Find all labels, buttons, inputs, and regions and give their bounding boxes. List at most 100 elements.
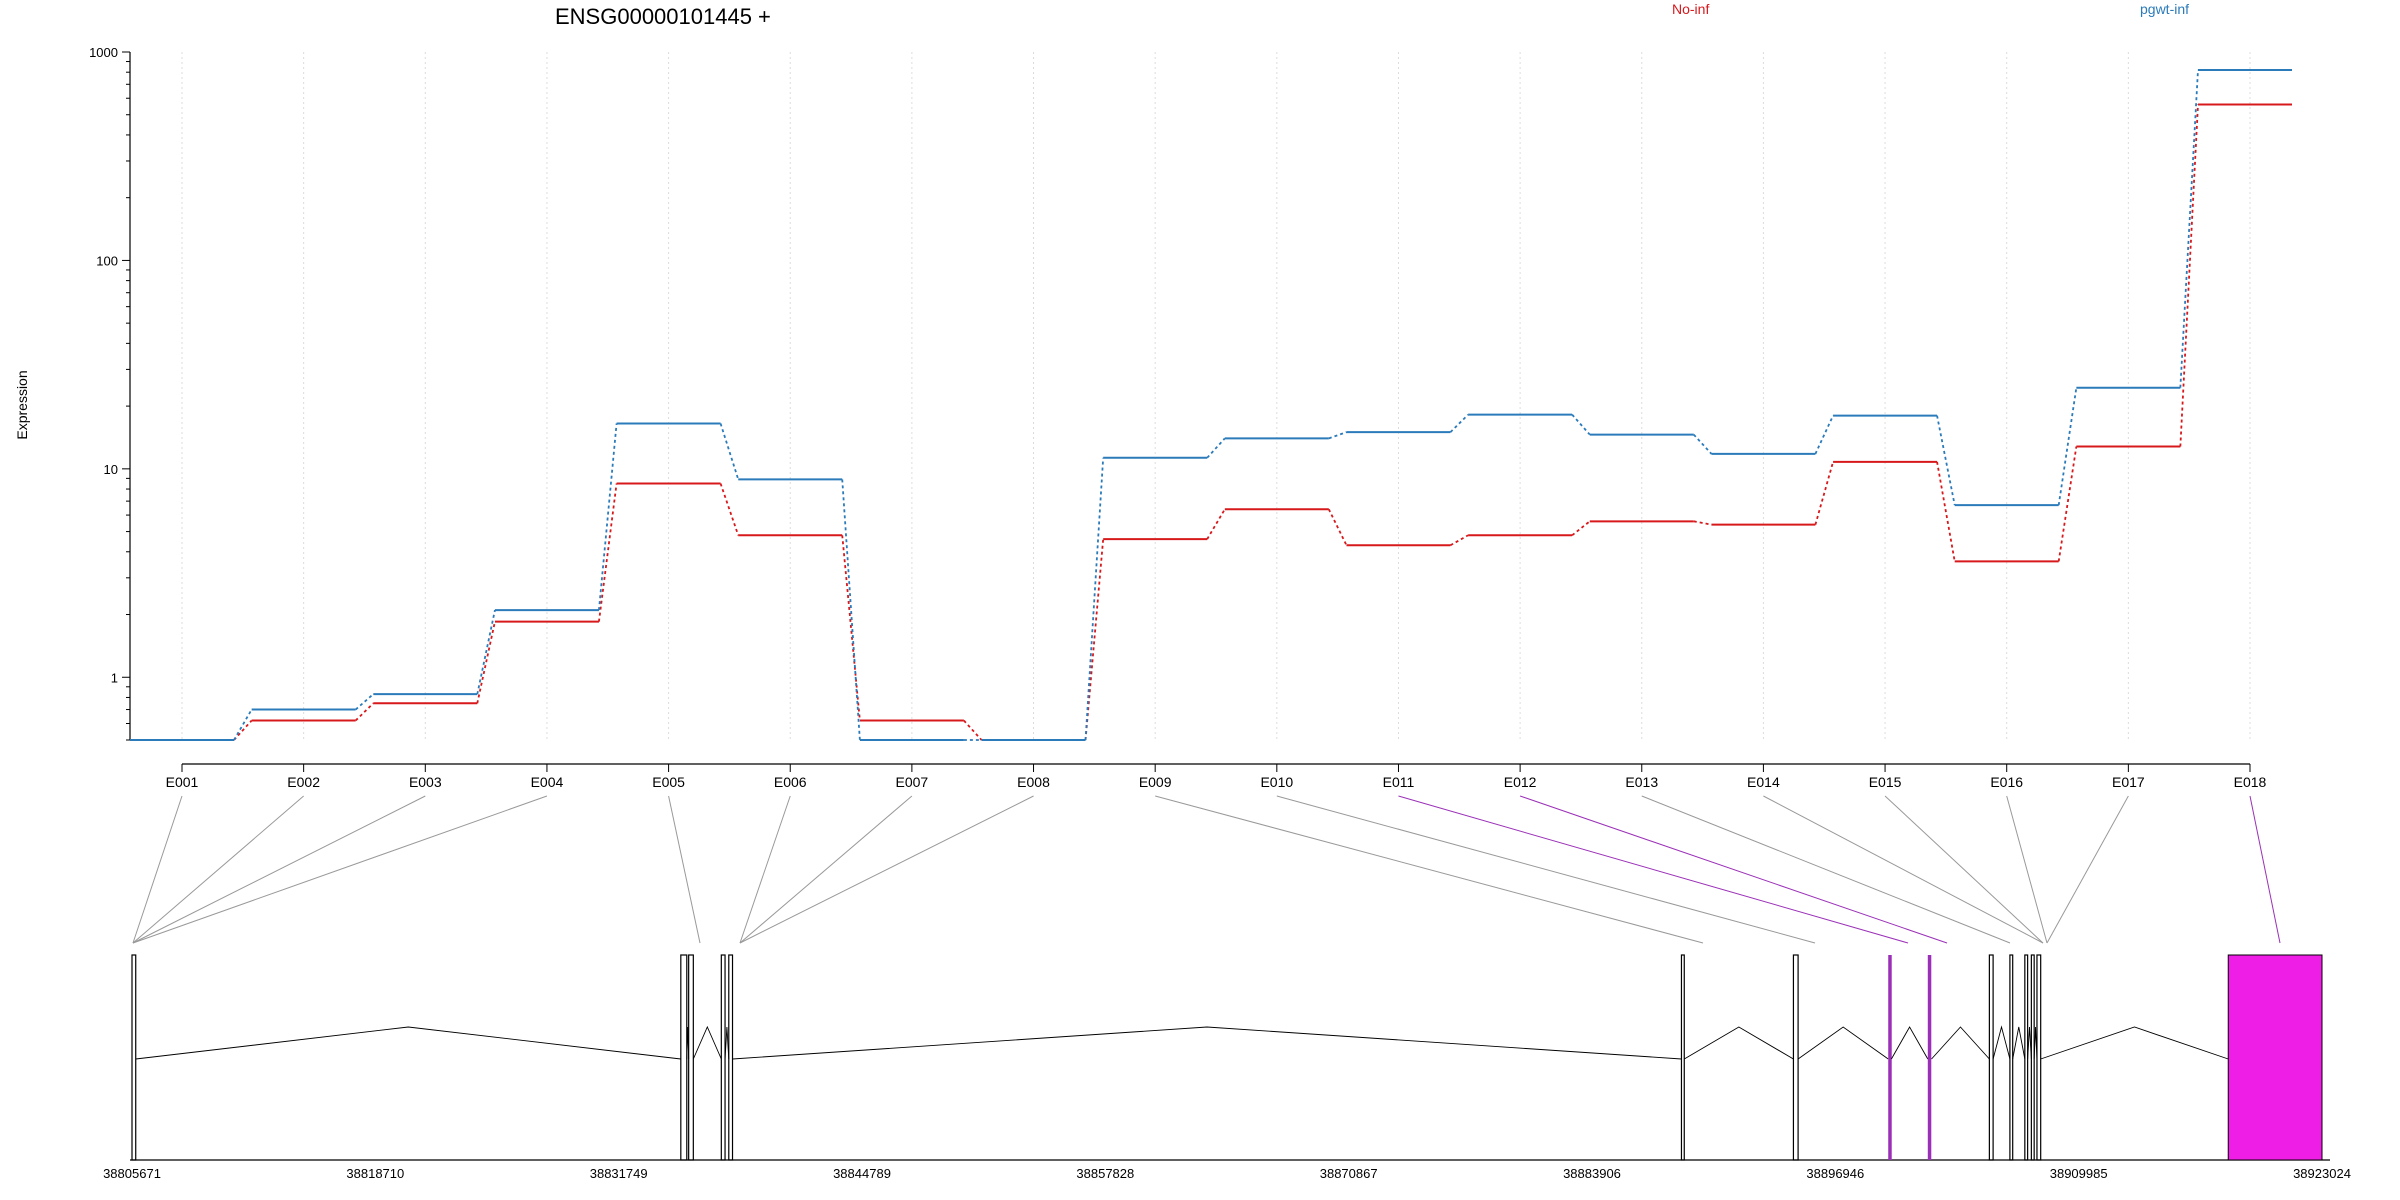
- series-pgwt-inf-connector-E010: [1328, 431, 1347, 440]
- y-tick-label: 1000: [89, 45, 118, 60]
- intron-line: [2012, 1026, 2026, 1060]
- series-pgwt-inf-connector-E009: [1206, 437, 1226, 459]
- exon-block: [1680, 954, 1685, 1161]
- intron-line: [1684, 1026, 1794, 1060]
- series-No-inf-connector-E002: [355, 702, 374, 722]
- exon-block: [2024, 954, 2029, 1161]
- genome-coordinate-label: 38870867: [1320, 1166, 1378, 1181]
- genome-coordinate-label: 38805671: [103, 1166, 161, 1181]
- connector-E015: [1884, 795, 2044, 944]
- exon-block: [2030, 954, 2035, 1161]
- x-tick-label-E015: E015: [1869, 774, 1902, 790]
- series-pgwt-inf-connector-E011: [1449, 413, 1469, 433]
- connector-E014: [1763, 795, 2044, 944]
- series-No-inf-connector-E006: [841, 535, 861, 721]
- connector-E001: [132, 795, 183, 944]
- exon-block: [131, 954, 137, 1161]
- x-tick-label-E006: E006: [774, 774, 807, 790]
- series-pgwt-inf-connector-E005: [719, 423, 740, 480]
- x-tick-label-E003: E003: [409, 774, 442, 790]
- series-No-inf: [130, 103, 2292, 741]
- exon-block: [720, 954, 726, 1161]
- series-No-inf-connector-E014: [1814, 461, 1834, 525]
- gene-model-track: 38805671 38818710 38831749 38844789 38857828…: [103, 954, 2351, 1181]
- exon-block: [2009, 954, 2014, 1161]
- genome-coordinate-label: 38883906: [1563, 1166, 1621, 1181]
- series-No-inf-connector-E017: [2179, 104, 2199, 447]
- connector-E004: [132, 795, 548, 944]
- x-tick-label-E001: E001: [166, 774, 199, 790]
- connector-E010: [1276, 795, 1816, 944]
- intron-line: [2027, 1026, 2032, 1060]
- x-tick-label-E009: E009: [1139, 774, 1172, 790]
- series-pgwt-inf-connector-E017: [2179, 69, 2199, 388]
- connector-E007: [739, 795, 913, 944]
- y-tick-label: 10: [104, 462, 118, 477]
- series-No-inf-connector-E012: [1571, 520, 1591, 536]
- connector-E002: [132, 795, 304, 944]
- x-tick-label-E017: E017: [2112, 774, 2145, 790]
- x-tick-label-E011: E011: [1383, 774, 1415, 790]
- genome-coordinate-label: 38909985: [2050, 1166, 2108, 1181]
- series-No-inf-connector-E008: [1084, 539, 1105, 741]
- series-pgwt-inf-connector-E006: [841, 479, 861, 741]
- series-pgwt-inf-connector-E014: [1814, 415, 1834, 455]
- connector-E016: [2006, 795, 2048, 944]
- intron-line: [1797, 1026, 1889, 1060]
- intron-line: [2040, 1026, 2229, 1060]
- x-tick-label-E010: E010: [1260, 774, 1293, 790]
- genome-coordinate-label: 38923024: [2293, 1166, 2351, 1181]
- series-No-inf-connector-E015: [1936, 461, 1956, 562]
- connector-E005: [668, 795, 701, 944]
- exon-block: [688, 954, 694, 1161]
- series-No-inf-connector-E001: [233, 719, 253, 741]
- genome-coordinate-label: 38818710: [346, 1166, 404, 1181]
- x-tick-label-E002: E002: [287, 774, 320, 790]
- x-tick-label-E018: E018: [2234, 774, 2267, 790]
- series-pgwt-inf-connector-E003: [476, 609, 496, 695]
- intron-line: [1992, 1025, 2011, 1060]
- series-pgwt-inf-connector-E004: [598, 423, 618, 611]
- chart-title: ENSG00000101445 +: [555, 4, 771, 29]
- series-No-inf-connector-E003: [476, 621, 496, 704]
- x-tick-label-E008: E008: [1017, 774, 1050, 790]
- series-pgwt-inf-connector-E002: [355, 693, 374, 711]
- connector-E012: [1519, 795, 1948, 944]
- connector-E017: [2046, 795, 2129, 944]
- exon-block-highlighted: [2227, 954, 2323, 1161]
- connector-E006: [739, 795, 791, 944]
- x-tick-label-E005: E005: [652, 774, 685, 790]
- exon-block: [1792, 954, 1799, 1161]
- series-pgwt-inf-connector-E015: [1936, 415, 1956, 506]
- exon-block: [2036, 954, 2042, 1161]
- exon-block-highlighted: [1888, 955, 1892, 1160]
- series-pgwt-inf-connector-E012: [1571, 414, 1591, 436]
- x-tick-label-E004: E004: [531, 774, 564, 790]
- y-tick-label: 1: [111, 670, 118, 685]
- series-No-inf-connector-E004: [598, 483, 618, 622]
- series-pgwt-inf-connector-E016: [2057, 387, 2078, 506]
- x-tick-label-E014: E014: [1747, 774, 1780, 790]
- y-axis-label: Expression: [14, 370, 30, 439]
- connector-E009: [1155, 795, 1704, 944]
- x-tick-label-E016: E016: [1990, 774, 2023, 790]
- exon-block: [728, 954, 734, 1161]
- y-tick-label: 100: [96, 253, 118, 268]
- x-tick-label-E013: E013: [1625, 774, 1658, 790]
- series-pgwt-inf: [130, 68, 2292, 741]
- intron-line: [724, 1026, 730, 1060]
- exon-block-highlighted: [1927, 955, 1932, 1160]
- intron-line: [692, 1025, 722, 1060]
- series-pgwt-inf-connector-E008: [1084, 457, 1105, 741]
- genome-coordinate-label: 38896946: [1806, 1166, 1864, 1181]
- series-No-inf-connector-E005: [719, 483, 740, 536]
- genome-coordinate-label: 38844789: [833, 1166, 891, 1181]
- connector-E011: [1398, 795, 1909, 944]
- x-tick-label-E012: E012: [1504, 774, 1537, 790]
- exon-connectors: [132, 795, 2281, 944]
- axes: 1 10 100 1000 E001 E002 E003 E004 E005 E006 E007 E0…: [89, 45, 2266, 790]
- exon-block: [1988, 954, 1994, 1161]
- series-No-inf-connector-E011: [1450, 534, 1469, 547]
- connector-E008: [739, 795, 1034, 944]
